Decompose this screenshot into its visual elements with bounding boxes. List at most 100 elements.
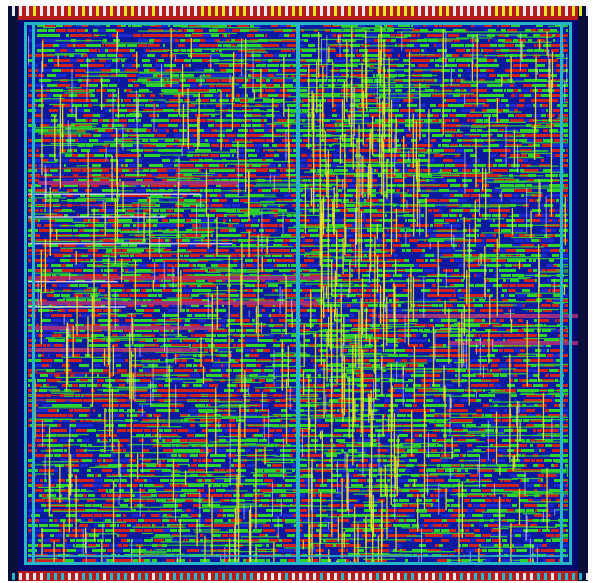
standard-cell (175, 149, 182, 152)
standard-cell (304, 149, 314, 152)
standard-cell (299, 149, 304, 152)
standard-cell (232, 29, 236, 32)
io-pad-top (502, 6, 505, 16)
standard-cell (469, 174, 479, 177)
standard-cell (422, 134, 426, 137)
standard-cell (101, 84, 108, 87)
standard-cell (378, 99, 383, 102)
standard-cell (322, 219, 331, 222)
standard-cell (403, 179, 413, 182)
standard-cell (184, 29, 187, 32)
io-pad-top (89, 6, 92, 16)
standard-cell (28, 159, 31, 162)
standard-cell (34, 194, 44, 197)
standard-cell (541, 189, 547, 192)
standard-cell (364, 239, 373, 242)
standard-cell (314, 259, 322, 262)
standard-cell (219, 294, 229, 297)
standard-cell (74, 264, 84, 267)
standard-cell (144, 69, 149, 72)
standard-cell (53, 179, 61, 182)
standard-cell (289, 244, 293, 247)
standard-cell (471, 194, 481, 197)
io-pad-bottom (40, 573, 43, 580)
standard-cell (402, 249, 405, 252)
standard-cell (420, 29, 428, 32)
standard-cell (465, 279, 475, 282)
standard-cell (361, 249, 365, 252)
standard-cell (423, 69, 431, 72)
standard-cell (62, 124, 71, 127)
standard-cell (383, 179, 388, 182)
standard-cell (344, 159, 353, 162)
standard-cell (163, 119, 169, 122)
standard-cell (143, 159, 145, 162)
standard-cell (231, 284, 237, 287)
standard-cell (498, 239, 505, 242)
standard-cell (395, 299, 399, 302)
standard-cell (300, 144, 306, 147)
standard-cell (187, 249, 193, 252)
standard-cell (198, 109, 203, 112)
standard-cell (132, 259, 142, 262)
standard-cell (191, 64, 198, 67)
standard-cell (124, 239, 129, 242)
standard-cell (110, 144, 117, 147)
standard-cell (277, 74, 286, 77)
io-pad-bottom (278, 573, 281, 580)
standard-cell (373, 239, 382, 242)
standard-cell (493, 194, 499, 197)
standard-cell (319, 279, 321, 282)
standard-cell (565, 219, 568, 222)
standard-cell (274, 154, 279, 157)
standard-cell (38, 69, 41, 72)
standard-cell (90, 259, 93, 262)
standard-cell (218, 219, 223, 222)
standard-cell (354, 274, 362, 277)
standard-cell (369, 59, 376, 62)
standard-cell (44, 224, 53, 227)
standard-cell (167, 214, 171, 217)
io-pad-bottom (117, 573, 120, 580)
standard-cell (365, 224, 370, 227)
standard-cell (183, 284, 185, 287)
standard-cell (567, 199, 568, 202)
standard-cell (266, 139, 274, 142)
standard-cell (273, 54, 279, 57)
standard-cell (304, 94, 308, 97)
standard-cell (493, 219, 495, 222)
standard-cell (395, 139, 399, 142)
standard-cell (554, 124, 560, 127)
standard-cell (85, 279, 92, 282)
standard-cell (537, 29, 539, 32)
standard-cell (209, 164, 219, 167)
standard-cell (151, 209, 153, 212)
standard-cell (214, 254, 216, 257)
standard-cell (213, 79, 220, 82)
standard-cell (398, 94, 407, 97)
standard-cell (117, 144, 119, 147)
standard-cell (370, 64, 374, 67)
standard-cell (261, 119, 264, 122)
standard-cell (302, 244, 307, 247)
standard-cell (87, 299, 94, 302)
standard-cell (464, 104, 473, 107)
standard-cell (462, 214, 472, 217)
standard-cell (89, 119, 92, 122)
standard-cell (67, 149, 72, 152)
standard-cell (542, 134, 552, 137)
standard-cell (216, 279, 222, 282)
standard-cell (264, 169, 268, 172)
standard-cell (102, 124, 108, 127)
standard-cell (155, 54, 161, 57)
standard-cell (430, 289, 439, 292)
standard-cell (396, 164, 399, 167)
standard-cell (142, 59, 150, 62)
standard-cell (101, 174, 104, 177)
standard-cell (386, 264, 392, 267)
standard-cell (88, 24, 94, 27)
standard-cell (284, 204, 291, 207)
io-pad-top (558, 6, 561, 16)
standard-cell (436, 139, 442, 142)
standard-cell (519, 144, 522, 147)
